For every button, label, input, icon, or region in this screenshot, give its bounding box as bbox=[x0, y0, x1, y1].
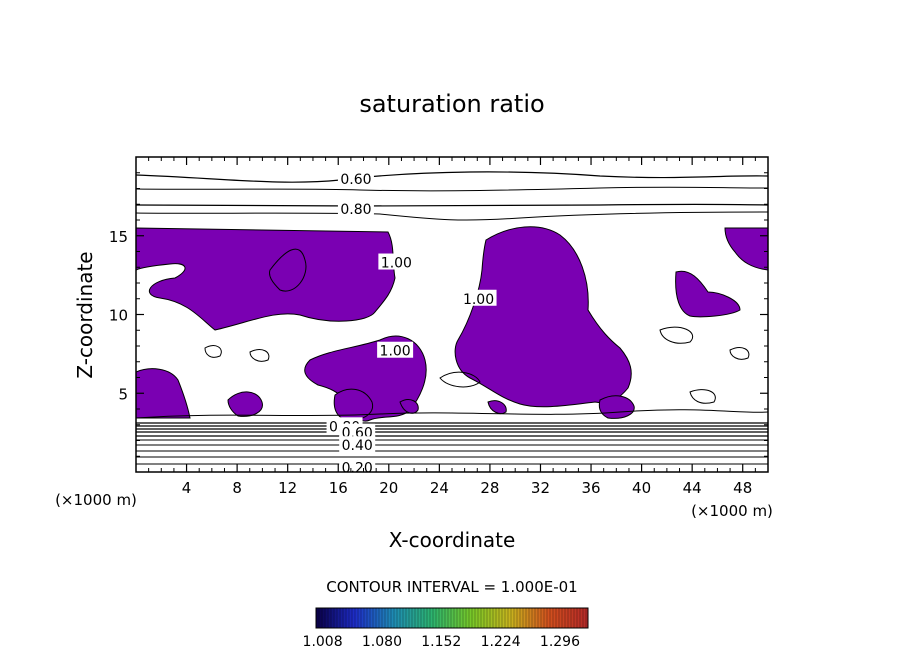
contour-label-bg bbox=[460, 289, 497, 306]
region-left bbox=[136, 227, 396, 331]
x-tick-label: 28 bbox=[480, 479, 499, 497]
x-tick-label: 4 bbox=[182, 479, 192, 497]
contour-line bbox=[659, 326, 693, 344]
x-tick-label: 40 bbox=[632, 479, 651, 497]
contour-line bbox=[136, 211, 768, 221]
contour-line bbox=[729, 347, 750, 360]
colorbar bbox=[315, 607, 589, 629]
x-tick-label: 12 bbox=[278, 479, 297, 497]
contour-label-bg bbox=[339, 436, 376, 453]
plot-area: 0.600.800.800.600.400.201.001.001.00 bbox=[136, 170, 768, 476]
lower-contours bbox=[136, 409, 768, 465]
contour-line bbox=[249, 349, 270, 362]
y-tick-label: 15 bbox=[109, 228, 128, 246]
contour-label: 0.80 bbox=[340, 202, 371, 218]
x-unit-right: (×1000 m) bbox=[691, 502, 773, 520]
x-tick-label: 24 bbox=[430, 479, 449, 497]
x-tick-label: 8 bbox=[232, 479, 242, 497]
chart-title: saturation ratio bbox=[359, 90, 544, 118]
x-tick-label: 16 bbox=[329, 479, 348, 497]
contour-specks bbox=[204, 326, 750, 404]
contour-line bbox=[136, 186, 768, 192]
x-axis-title: X-coordinate bbox=[389, 528, 516, 552]
region-right bbox=[675, 227, 768, 318]
contour-line bbox=[439, 371, 481, 388]
x-tick-label: 32 bbox=[531, 479, 550, 497]
x-unit-left: (×1000 m) bbox=[55, 491, 137, 509]
contour-line bbox=[136, 409, 768, 419]
contour-labels: 0.600.800.800.600.400.201.001.001.00 bbox=[326, 170, 497, 476]
contour-line bbox=[136, 203, 768, 207]
contour-label: 0.20 bbox=[342, 460, 373, 476]
y-tick-label: 10 bbox=[109, 307, 128, 325]
x-tick-label: 48 bbox=[733, 479, 752, 497]
region-bottom-left bbox=[136, 368, 191, 419]
contour-label: 1.00 bbox=[380, 344, 411, 360]
region-bottom-right bbox=[598, 395, 635, 419]
region-big bbox=[454, 226, 632, 408]
y-axis: 5 10 15 bbox=[109, 172, 768, 457]
contour-label: 1.00 bbox=[463, 292, 494, 308]
contour-line bbox=[204, 345, 222, 358]
contour-line bbox=[136, 171, 768, 183]
upper-contours bbox=[136, 171, 768, 221]
colorbar-stripes bbox=[318, 608, 587, 628]
contour-line bbox=[689, 389, 716, 404]
region-small bbox=[399, 399, 419, 414]
colorbar-tick-label: 1.296 bbox=[540, 634, 580, 650]
x-tick-label: 36 bbox=[581, 479, 600, 497]
colorbar-tick-label: 1.152 bbox=[421, 634, 461, 650]
colorbar-ticks: 1.008 1.080 1.152 1.224 1.296 bbox=[303, 634, 581, 650]
supersaturation-regions bbox=[136, 226, 768, 422]
region-small bbox=[487, 400, 507, 415]
contour-label-bg bbox=[377, 341, 414, 358]
contour-label: 0.60 bbox=[340, 172, 371, 188]
contour-label-bg bbox=[339, 423, 376, 440]
contour-label: 0.40 bbox=[342, 438, 373, 454]
colorbar-tick-label: 1.080 bbox=[362, 634, 402, 650]
contour-label-bg bbox=[337, 170, 374, 187]
colorbar-tick-label: 1.008 bbox=[303, 634, 343, 650]
contour-label-bg bbox=[378, 253, 415, 270]
region-bottom-mid bbox=[227, 391, 263, 417]
x-tick-label: 20 bbox=[379, 479, 398, 497]
contour-label-bg bbox=[339, 458, 376, 472]
x-axis: 4 8 12 16 20 24 28 32 36 40 44 48 bbox=[148, 157, 756, 497]
y-axis-title: Z-coordinate bbox=[73, 251, 97, 378]
x-tick-label: 44 bbox=[683, 479, 702, 497]
contour-interval-label: CONTOUR INTERVAL = 1.000E-01 bbox=[326, 578, 577, 596]
colorbar-tick-label: 1.224 bbox=[481, 634, 521, 650]
contour-label-bg bbox=[337, 199, 374, 216]
contour-label: 1.00 bbox=[381, 256, 412, 272]
y-tick-label: 5 bbox=[118, 385, 128, 403]
